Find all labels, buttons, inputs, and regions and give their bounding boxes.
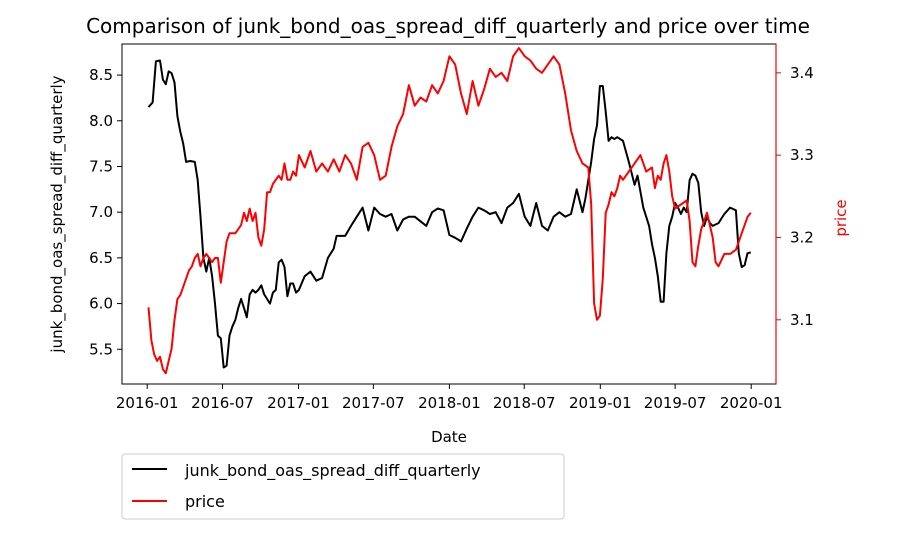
- y-left-tick-label: 5.5: [89, 340, 113, 358]
- x-tick-label: 2019-07: [644, 394, 707, 412]
- y-axis-label-right: price: [832, 199, 850, 236]
- y-axis-right: 3.1 3.2 3.3 3.4: [775, 44, 814, 384]
- legend-label-junk-bond: junk_bond_oas_spread_diff_quarterly: [184, 461, 481, 481]
- legend-label-price: price: [185, 492, 225, 511]
- y-right-tick-label: 3.2: [790, 228, 814, 246]
- x-tick-label: 2019-01: [569, 394, 632, 412]
- x-tick-label: 2016-01: [116, 394, 179, 412]
- x-tick-label: 2016-07: [191, 394, 254, 412]
- y-left-tick-label: 8.5: [89, 66, 113, 84]
- y-right-tick-label: 3.1: [790, 311, 814, 329]
- y-axis-label-left: junk_bond_oas_spread_diff_quarterly: [48, 75, 67, 353]
- y-left-tick-label: 8.0: [89, 112, 113, 130]
- y-axis-left: 5.5 6.0 6.5 7.0 7.5 8.0 8.5: [89, 66, 122, 358]
- y-left-tick-label: 7.0: [89, 203, 113, 221]
- y-right-tick-label: 3.3: [790, 146, 814, 164]
- y-right-tick-label: 3.4: [790, 64, 814, 82]
- y-left-tick-label: 6.0: [89, 295, 113, 313]
- x-tick-label: 2018-01: [418, 394, 481, 412]
- chart-title: Comparison of junk_bond_oas_spread_diff_…: [86, 14, 810, 38]
- series-line-price: [147, 47, 752, 375]
- x-tick-label: 2017-01: [267, 394, 330, 412]
- plot-frame: [121, 43, 777, 385]
- plot-area: [121, 43, 777, 385]
- series-layer: [147, 47, 752, 375]
- y-left-tick-label: 7.5: [89, 157, 113, 175]
- legend-frame: [121, 453, 565, 520]
- x-tick-label: 2017-07: [342, 394, 405, 412]
- legend: junk_bond_oas_spread_diff_quarterly pric…: [121, 453, 565, 520]
- x-tick-label: 2020-01: [720, 394, 783, 412]
- y-left-tick-label: 6.5: [89, 249, 113, 267]
- x-axis: 2016-01 2016-07 2017-01 2017-07 2018-01 2018-…: [116, 384, 783, 412]
- series-line-junk-bond: [147, 59, 752, 369]
- x-axis-label: Date: [431, 428, 467, 446]
- x-tick-label: 2018-07: [493, 394, 556, 412]
